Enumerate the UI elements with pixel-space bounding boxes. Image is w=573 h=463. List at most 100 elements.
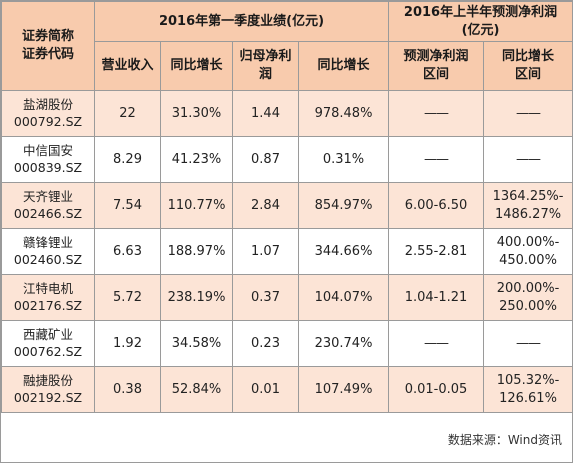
stock-code: 002192.SZ	[13, 389, 83, 405]
net-profit-cell: 1.44	[232, 90, 299, 137]
net-profit-cell: 0.37	[232, 274, 299, 321]
net-profit-cell: 0.87	[232, 136, 299, 183]
table-row: 江特电机 002176.SZ 5.72 238.19% 0.37 104.07%…	[1, 274, 573, 321]
forecast-range-cell: 1.04-1.21	[388, 274, 485, 321]
stock-code: 002460.SZ	[13, 251, 83, 267]
h1-forecast-group-header: 2016年上半年预测净利润 (亿元)	[388, 1, 573, 42]
stock-name: 盐湖股份	[22, 96, 73, 112]
stock-code: 000762.SZ	[13, 343, 83, 359]
revenue-yoy-cell: 188.97%	[160, 228, 233, 275]
stock-name: 江特电机	[22, 280, 73, 296]
stock-cell: 江特电机 002176.SZ	[1, 274, 95, 321]
net-profit-header: 归母净利 润	[232, 41, 299, 91]
revenue-cell: 7.54	[94, 182, 161, 229]
stock-name: 西藏矿业	[22, 326, 73, 342]
stock-code: 002466.SZ	[13, 205, 83, 221]
revenue-yoy-cell: 41.23%	[160, 136, 233, 183]
forecast-yoy-cell: 105.32%- 126.61%	[483, 366, 573, 413]
table-row: 西藏矿业 000762.SZ 1.92 34.58% 0.23 230.74% …	[1, 320, 573, 367]
forecast-yoy-line1: ——	[516, 105, 541, 121]
revenue-cell: 1.92	[94, 320, 161, 367]
stock-column-header-line2: 证券代码	[21, 47, 74, 62]
forecast-range-header-line1: 预测净利润	[403, 49, 469, 65]
net-profit-cell: 1.07	[232, 228, 299, 275]
revenue-cell: 5.72	[94, 274, 161, 321]
h1-forecast-header-line2: (亿元)	[461, 22, 500, 38]
net-profit-cell: 2.84	[232, 182, 299, 229]
forecast-yoy-header: 同比增长 区间	[483, 41, 573, 91]
revenue-yoy-cell: 31.30%	[160, 90, 233, 137]
profit-yoy-cell: 104.07%	[297, 274, 390, 321]
profit-yoy-cell: 230.74%	[297, 320, 390, 367]
net-profit-cell: 0.01	[232, 366, 299, 413]
stock-name: 赣锋锂业	[22, 234, 73, 250]
stock-code: 002176.SZ	[13, 297, 83, 313]
h1-forecast-header-line1: 2016年上半年预测净利润	[403, 4, 558, 20]
stock-cell: 融捷股份 002192.SZ	[1, 366, 95, 413]
forecast-range-header: 预测净利润 区间	[388, 41, 485, 91]
net-profit-header-line2: 润	[258, 67, 272, 82]
profit-yoy-cell: 978.48%	[297, 90, 390, 137]
stock-column-header-line1: 证券简称	[21, 29, 74, 45]
q1-performance-group-header: 2016年第一季度业绩(亿元)	[93, 1, 390, 42]
forecast-range-cell: ——	[388, 90, 485, 137]
forecast-yoy-cell: 200.00%- 250.00%	[483, 274, 573, 321]
forecast-range-cell: 6.00-6.50	[388, 182, 485, 229]
table-row: 中信国安 000839.SZ 8.29 41.23% 0.87 0.31% ——…	[1, 136, 573, 183]
revenue-yoy-header: 同比增长	[160, 41, 233, 91]
revenue-yoy-cell: 238.19%	[160, 274, 233, 321]
forecast-yoy-cell: ——	[483, 136, 573, 183]
forecast-yoy-line1: ——	[516, 335, 541, 351]
stock-name: 融捷股份	[22, 372, 73, 388]
forecast-yoy-cell: 400.00%- 450.00%	[483, 228, 573, 275]
forecast-yoy-line2: 1486.27%	[494, 206, 562, 222]
forecast-yoy-line2: 126.61%	[499, 390, 557, 406]
table-row: 融捷股份 002192.SZ 0.38 52.84% 0.01 107.49% …	[1, 366, 573, 413]
revenue-cell: 8.29	[94, 136, 161, 183]
forecast-range-cell: ——	[388, 136, 485, 183]
stock-cell: 天齐锂业 002466.SZ	[1, 182, 95, 229]
revenue-cell: 6.63	[94, 228, 161, 275]
forecast-range-cell: 0.01-0.05	[388, 366, 485, 413]
forecast-yoy-line1: 400.00%-	[496, 234, 560, 250]
forecast-range-cell: ——	[388, 320, 485, 367]
earnings-table: 证券简称 证券代码 2016年第一季度业绩(亿元) 2016年上半年预测净利润 …	[1, 1, 573, 413]
header-row-2: 营业收入 同比增长 归母净利 润 同比增长 预测净利润 区间 同比增长 区间	[2, 41, 573, 91]
stock-name: 中信国安	[22, 142, 73, 158]
stock-cell: 西藏矿业 000762.SZ	[1, 320, 95, 367]
stock-cell: 盐湖股份 000792.SZ	[1, 90, 95, 137]
revenue-yoy-cell: 110.77%	[160, 182, 233, 229]
profit-yoy-cell: 344.66%	[297, 228, 390, 275]
header-row-1: 证券简称 证券代码 2016年第一季度业绩(亿元) 2016年上半年预测净利润 …	[1, 1, 573, 91]
net-profit-cell: 0.23	[232, 320, 299, 367]
forecast-yoy-line1: ——	[516, 151, 541, 167]
forecast-yoy-cell: 1364.25%- 1486.27%	[483, 182, 573, 229]
forecast-yoy-cell: ——	[483, 320, 573, 367]
stock-cell: 赣锋锂业 002460.SZ	[1, 228, 95, 275]
forecast-yoy-header-line1: 同比增长	[502, 49, 555, 65]
profit-yoy-cell: 107.49%	[297, 366, 390, 413]
net-profit-header-line1: 归母净利	[239, 49, 292, 65]
table-row: 盐湖股份 000792.SZ 22 31.30% 1.44 978.48% ——…	[1, 90, 573, 137]
forecast-range-header-line2: 区间	[423, 67, 450, 82]
stock-code: 000839.SZ	[13, 159, 83, 175]
forecast-range-cell: 2.55-2.81	[388, 228, 485, 275]
stock-cell: 中信国安 000839.SZ	[1, 136, 95, 183]
forecast-yoy-header-line2: 区间	[515, 67, 542, 82]
table-row: 天齐锂业 002466.SZ 7.54 110.77% 2.84 854.97%…	[1, 182, 573, 229]
stock-column-header: 证券简称 证券代码	[1, 1, 95, 91]
table-row: 赣锋锂业 002460.SZ 6.63 188.97% 1.07 344.66%…	[1, 228, 573, 275]
forecast-yoy-line2: 450.00%	[499, 252, 557, 268]
revenue-yoy-cell: 34.58%	[160, 320, 233, 367]
stock-name: 天齐锂业	[22, 188, 73, 204]
forecast-yoy-line2: 250.00%	[499, 298, 557, 314]
forecast-yoy-line1: 105.32%-	[496, 372, 560, 388]
forecast-yoy-line1: 200.00%-	[496, 280, 560, 296]
stock-code: 000792.SZ	[13, 113, 83, 129]
data-source-note: 数据来源：Wind资讯	[447, 433, 562, 447]
revenue-cell: 22	[94, 90, 161, 137]
revenue-cell: 0.38	[94, 366, 161, 413]
profit-yoy-cell: 854.97%	[297, 182, 390, 229]
profit-yoy-header: 同比增长	[297, 41, 390, 91]
